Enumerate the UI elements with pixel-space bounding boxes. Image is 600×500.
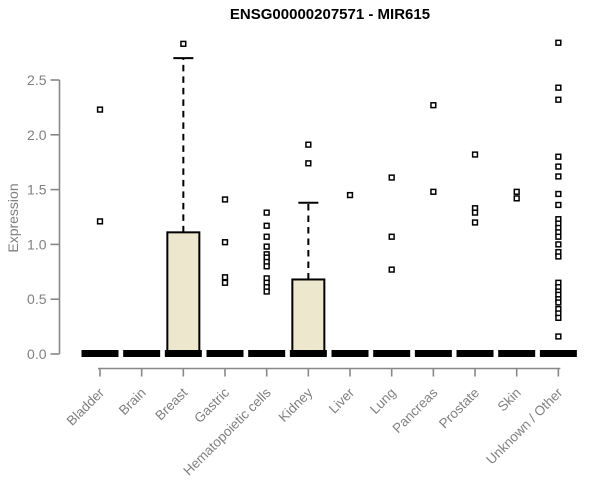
outlier-point bbox=[555, 253, 562, 260]
box bbox=[291, 278, 326, 355]
outlier-point bbox=[555, 173, 562, 180]
outlier-point bbox=[555, 84, 562, 91]
x-tick-label: Liver bbox=[326, 385, 358, 417]
median-bar bbox=[414, 350, 452, 357]
outlier-point bbox=[388, 266, 395, 273]
median-bar bbox=[373, 350, 411, 357]
outlier-point bbox=[388, 174, 395, 181]
outlier-point bbox=[555, 299, 562, 306]
outlier-point bbox=[555, 163, 562, 170]
outlier-point bbox=[471, 209, 479, 216]
outlier-point bbox=[263, 222, 270, 229]
median-bar bbox=[248, 350, 286, 357]
outlier-point bbox=[346, 191, 354, 199]
outlier-point bbox=[555, 201, 562, 209]
median-bar bbox=[123, 350, 161, 357]
outlier-point bbox=[513, 195, 520, 202]
outlier-point bbox=[430, 102, 437, 109]
outlier-point bbox=[555, 241, 562, 248]
outlier-point bbox=[555, 153, 562, 160]
outlier-point bbox=[96, 106, 104, 113]
outlier-point bbox=[555, 39, 562, 46]
median-bar bbox=[498, 350, 536, 357]
median-bar bbox=[456, 350, 494, 357]
outlier-point bbox=[221, 279, 229, 286]
median-bar bbox=[206, 350, 244, 357]
outlier-point bbox=[305, 141, 312, 148]
outlier-point bbox=[180, 40, 187, 47]
outlier-point bbox=[555, 233, 562, 240]
x-tick-label: Prostate bbox=[436, 385, 482, 431]
outlier-point bbox=[555, 333, 562, 340]
outlier-point bbox=[263, 243, 270, 250]
x-tick-label: Lung bbox=[367, 385, 399, 417]
median-bar bbox=[539, 350, 577, 357]
box bbox=[166, 231, 201, 355]
x-tick-label: Unknown / Other bbox=[483, 385, 566, 468]
outlier-point bbox=[263, 288, 270, 295]
median-bar bbox=[331, 350, 369, 357]
median-bar bbox=[289, 350, 327, 357]
outlier-point bbox=[221, 196, 229, 203]
outlier-point bbox=[263, 209, 270, 216]
median-bar bbox=[164, 350, 202, 357]
outlier-point bbox=[221, 274, 229, 281]
y-tick-label: 1.5 bbox=[27, 182, 47, 198]
outlier-point bbox=[388, 233, 395, 240]
y-tick-label: 2.0 bbox=[27, 127, 47, 143]
y-tick-label: 0.5 bbox=[27, 291, 47, 307]
median-bar bbox=[81, 350, 119, 357]
outlier-point bbox=[430, 188, 437, 195]
outlier-point bbox=[513, 188, 520, 195]
x-tick-label: Brain bbox=[116, 385, 149, 418]
x-tick-label: Bladder bbox=[64, 385, 108, 429]
outlier-point bbox=[555, 96, 562, 103]
chart-title: ENSG00000207571 - MIR615 bbox=[229, 6, 431, 23]
x-tick-label: Skin bbox=[495, 385, 524, 414]
outlier-point bbox=[263, 263, 270, 270]
outlier-point bbox=[263, 233, 270, 240]
outlier-point bbox=[221, 239, 229, 246]
y-tick-label: 1.0 bbox=[27, 236, 47, 252]
y-tick-label: 2.5 bbox=[27, 72, 47, 88]
x-tick-label: Gastric bbox=[191, 385, 232, 426]
x-tick-label: Pancreas bbox=[390, 385, 441, 436]
x-tick-label: Kidney bbox=[276, 385, 316, 425]
outlier-point bbox=[305, 160, 312, 167]
outlier-point bbox=[471, 219, 479, 226]
outlier-point bbox=[555, 190, 562, 198]
outlier-point bbox=[555, 314, 562, 321]
outlier-point bbox=[96, 218, 104, 225]
x-tick-label: Breast bbox=[152, 385, 190, 423]
y-tick-label: 0.0 bbox=[27, 346, 47, 362]
outlier-point bbox=[471, 151, 479, 158]
